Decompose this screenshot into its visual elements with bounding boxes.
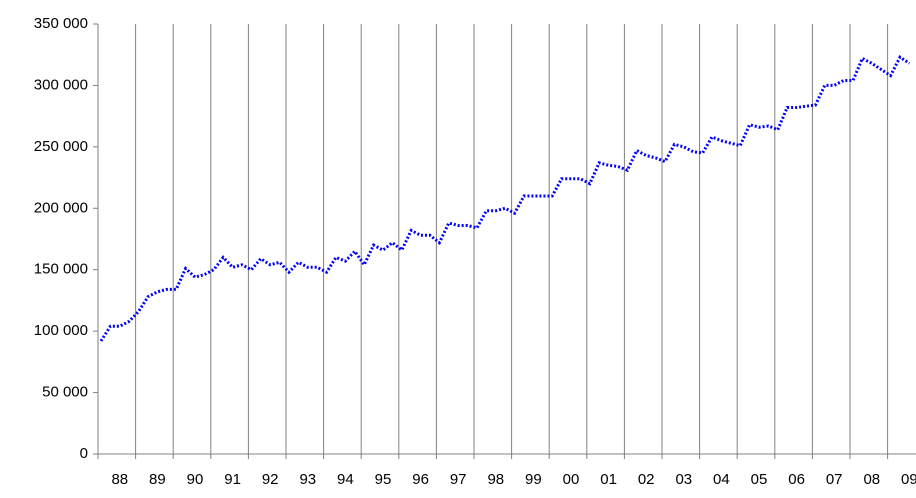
y-tick-label: 100 000: [34, 322, 88, 339]
x-tick-label: 01: [600, 471, 617, 488]
y-tick-label: 0: [80, 445, 88, 462]
y-tick-label: 300 000: [34, 76, 88, 93]
data-line: [99, 55, 911, 342]
x-tick-label: 08: [863, 471, 880, 488]
x-tick-label: 93: [299, 471, 316, 488]
x-tick-label: 88: [111, 471, 128, 488]
y-tick-label: 250 000: [34, 138, 88, 155]
x-tick-label: 07: [826, 471, 843, 488]
y-tick-label: 150 000: [34, 261, 88, 278]
x-tick-label: 90: [187, 471, 204, 488]
x-tick-label: 89: [149, 471, 166, 488]
x-tick-label: 02: [638, 471, 655, 488]
x-tick-label: 06: [788, 471, 805, 488]
x-tick-label: 97: [450, 471, 467, 488]
x-tick-label: 98: [487, 471, 504, 488]
x-tick-label: 95: [375, 471, 392, 488]
x-tick-label: 96: [412, 471, 429, 488]
x-tick-label: 09: [901, 471, 916, 488]
x-tick-label: 05: [751, 471, 768, 488]
x-tick-label: 92: [262, 471, 279, 488]
y-tick-label: 200 000: [34, 199, 88, 216]
y-tick-label: 350 000: [34, 15, 88, 32]
x-tick-label: 03: [675, 471, 692, 488]
x-tick-label: 04: [713, 471, 730, 488]
x-tick-label: 94: [337, 471, 354, 488]
y-tick-label: 50 000: [42, 384, 88, 401]
x-tick-label: 91: [224, 471, 241, 488]
x-tick-label: 00: [563, 471, 580, 488]
x-tick-label: 99: [525, 471, 542, 488]
